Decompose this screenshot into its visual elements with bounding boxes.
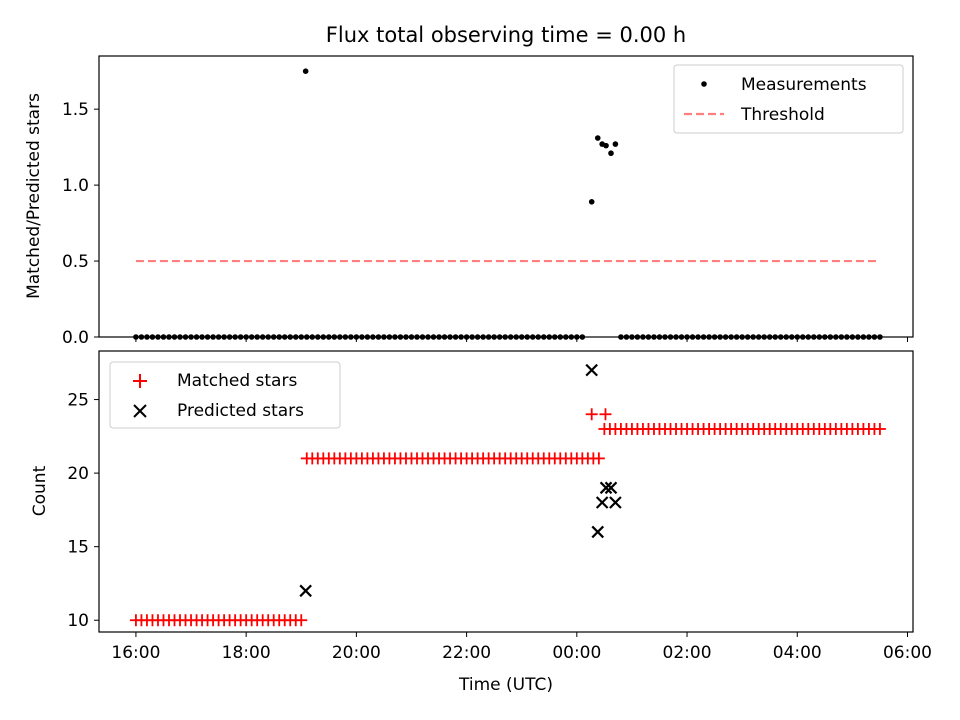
predicted-legend-marker <box>133 404 147 418</box>
matched-star-point <box>873 422 886 435</box>
top-panel-plot-area <box>133 68 883 340</box>
x-tick-label: 18:00 <box>222 643 271 663</box>
measurements-legend-marker <box>701 81 707 87</box>
matched-legend-label: Matched stars <box>177 371 297 391</box>
bottom-y-tick-label: 20 <box>67 464 89 484</box>
measurement-point <box>302 68 309 74</box>
bottom-y-tick-label: 10 <box>67 611 89 631</box>
x-tick-label: 20:00 <box>332 643 381 663</box>
predicted-star-point <box>609 496 622 509</box>
top-legend-box <box>673 64 904 134</box>
x-axis-label: Time (UTC) <box>458 675 553 695</box>
top-y-tick-label: 0.5 <box>62 252 89 272</box>
top-y-tick-label: 0.0 <box>62 328 89 348</box>
matched-star-point <box>295 614 308 627</box>
x-tick-label: 06:00 <box>883 643 932 663</box>
chart-title: Flux total observing time = 0.00 h <box>326 23 686 47</box>
top-y-tick-label: 1.5 <box>62 100 89 120</box>
x-tick-label: 04:00 <box>773 643 822 663</box>
bottom-y-tick-label: 25 <box>67 391 89 411</box>
bottom-panel-plot-area <box>129 363 886 627</box>
bottom-x-axis: 16:00 18:00 20:00 22:00 00:00 02:00 04:00 06:00 <box>111 632 932 663</box>
top-y-axis-label: Matched/Predicted stars <box>24 93 44 299</box>
x-tick-label: 22:00 <box>442 643 491 663</box>
measurement-point <box>603 142 609 149</box>
predicted-star-point <box>299 584 312 598</box>
bottom-y-tick-label: 15 <box>67 538 89 558</box>
matched-legend-marker <box>133 374 147 388</box>
bottom-legend: Matched stars Predicted stars <box>109 361 341 429</box>
predicted-star-point <box>595 496 609 509</box>
matched-star-point <box>599 408 612 421</box>
top-y-axis: 0.0 0.5 1.0 1.5 <box>62 100 99 348</box>
bottom-y-axis-label: Count <box>30 465 50 516</box>
measurement-point <box>612 141 619 147</box>
x-tick-label: 16:00 <box>111 643 160 663</box>
threshold-legend-label: Threshold <box>740 105 825 125</box>
measurement-point <box>594 135 601 141</box>
bottom-legend-box <box>109 361 341 429</box>
predicted-star-point <box>585 363 598 377</box>
predicted-star-point <box>599 481 613 495</box>
matched-star-point <box>592 452 605 465</box>
matched-star-point <box>585 408 598 421</box>
predicted-legend-label: Predicted stars <box>177 401 304 421</box>
top-x-axis <box>135 337 908 342</box>
top-panel-frame <box>98 55 914 338</box>
top-y-tick-label: 1.0 <box>62 176 89 196</box>
top-legend: Measurements Threshold <box>673 64 904 134</box>
measurement-point <box>588 199 595 205</box>
bottom-panel-frame <box>98 350 914 633</box>
x-tick-label: 02:00 <box>663 643 712 663</box>
predicted-star-point <box>604 481 618 495</box>
measurement-point <box>608 150 614 157</box>
measurements-legend-label: Measurements <box>741 75 867 95</box>
predicted-star-point <box>591 525 605 539</box>
x-tick-label: 00:00 <box>552 643 601 663</box>
bottom-y-axis: 10 15 20 25 <box>67 391 99 631</box>
